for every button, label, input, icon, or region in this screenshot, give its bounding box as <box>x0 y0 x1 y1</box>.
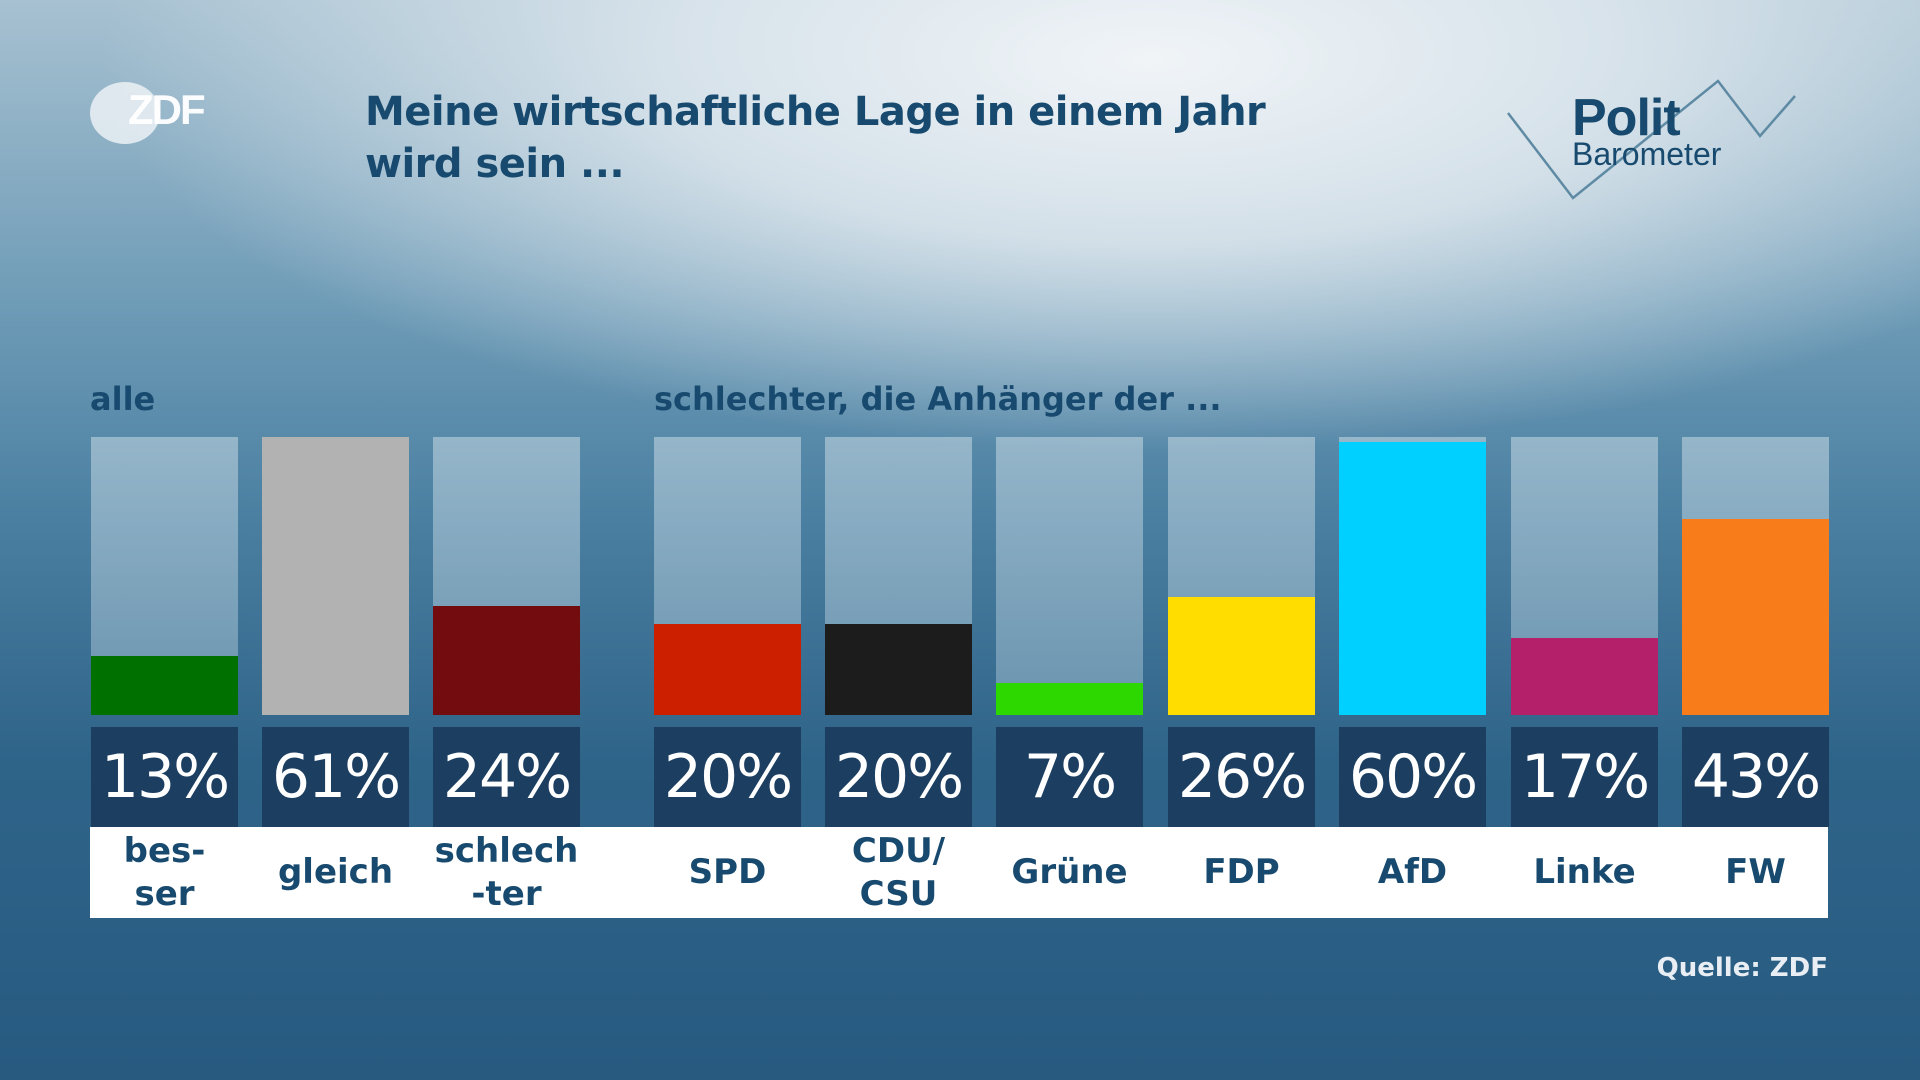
bar <box>1682 519 1829 715</box>
group-label-alle: alle <box>90 380 156 418</box>
data-label: 13% <box>91 727 238 827</box>
bar <box>654 623 801 715</box>
zdf-logo-text: ZDF <box>128 86 206 133</box>
bar-track <box>1682 437 1829 715</box>
bar <box>262 437 409 715</box>
data-label: 17% <box>1511 727 1658 827</box>
category-label: schlech -ter <box>434 830 579 914</box>
data-label: 24% <box>433 727 580 827</box>
category-label: FDP <box>1203 852 1280 892</box>
data-label: 60% <box>1339 727 1486 827</box>
bar-track <box>1168 437 1315 715</box>
category-label: FW <box>1725 852 1786 892</box>
data-label: 7% <box>996 727 1143 827</box>
data-label: 20% <box>654 727 801 827</box>
bar <box>433 605 580 715</box>
data-label: 43% <box>1682 727 1829 827</box>
politbarometer-line-icon <box>1507 79 1796 200</box>
bar-track <box>996 437 1143 715</box>
bar-track <box>825 437 972 715</box>
bar <box>91 655 238 715</box>
bar-track <box>91 437 238 715</box>
category-label: Linke <box>1533 852 1636 892</box>
bar <box>996 683 1143 715</box>
source-note: Quelle: ZDF <box>1656 953 1828 983</box>
category-label-band <box>90 827 1828 918</box>
zdf-logo-circle <box>90 82 160 144</box>
group-label-parties: schlechter, die Anhänger der ... <box>654 380 1222 418</box>
data-label: 20% <box>825 727 972 827</box>
category-label: SPD <box>688 852 767 892</box>
category-label: bes- ser <box>123 830 206 914</box>
politbarometer-polit-text: Polit <box>1572 89 1681 147</box>
bar-track <box>262 437 409 715</box>
category-label: CDU/ CSU <box>851 830 946 914</box>
category-label: AfD <box>1377 852 1448 892</box>
category-label: gleich <box>277 852 394 892</box>
bar-track <box>654 437 801 715</box>
bar <box>825 623 972 715</box>
bar <box>1511 637 1658 715</box>
data-label: 61% <box>262 727 409 827</box>
bar-track <box>433 437 580 715</box>
bar <box>1339 441 1486 715</box>
data-label: 26% <box>1168 727 1315 827</box>
category-label: Grüne <box>1011 852 1128 892</box>
bar-track <box>1511 437 1658 715</box>
bar <box>1168 596 1315 715</box>
chart-title: Meine wirtschaftliche Lage in einem Jahr… <box>365 89 1266 187</box>
politbarometer-barometer-text: Barometer <box>1572 136 1722 172</box>
bar-track <box>1339 437 1486 715</box>
